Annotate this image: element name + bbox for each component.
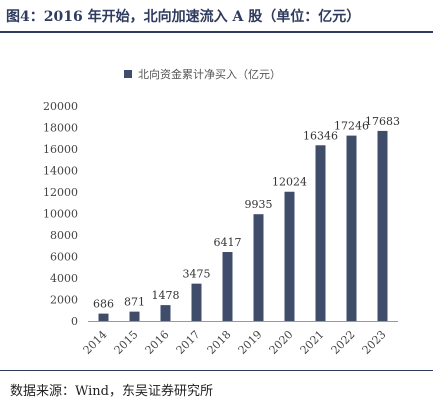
bar bbox=[129, 311, 140, 321]
x-tick-label: 2016 bbox=[143, 328, 172, 357]
x-tick-label: 2019 bbox=[236, 328, 265, 357]
data-label: 1478 bbox=[152, 289, 180, 302]
bar bbox=[98, 313, 109, 321]
y-tick-label: 20000 bbox=[43, 100, 78, 113]
bar bbox=[253, 214, 264, 321]
legend-swatch bbox=[124, 70, 132, 78]
y-tick-label: 8000 bbox=[50, 229, 78, 242]
y-tick-label: 12000 bbox=[43, 186, 78, 199]
footer-divider bbox=[0, 370, 433, 371]
source-note: 数据来源：Wind，东吴证券研究所 bbox=[10, 384, 213, 399]
x-tick-label: 2020 bbox=[267, 328, 296, 357]
y-tick-label: 16000 bbox=[43, 143, 78, 156]
data-label: 16346 bbox=[303, 129, 338, 142]
x-tick-label: 2014 bbox=[81, 328, 110, 357]
figure-title: 图4：2016 年开始，北向加速流入 A 股（单位：亿元） bbox=[6, 9, 361, 25]
data-label: 9935 bbox=[245, 198, 273, 211]
data-label: 3475 bbox=[183, 268, 211, 281]
y-tick-label: 2000 bbox=[50, 294, 78, 307]
bar bbox=[346, 135, 357, 321]
y-tick-label: 4000 bbox=[50, 272, 78, 285]
x-tick-label: 2017 bbox=[174, 328, 203, 357]
legend-label: 北向资金累计净买入（亿元） bbox=[138, 67, 281, 81]
y-tick-label: 18000 bbox=[43, 122, 78, 135]
bar bbox=[222, 252, 233, 321]
y-tick-label: 14000 bbox=[43, 165, 78, 178]
bar bbox=[191, 283, 202, 321]
data-label: 17246 bbox=[334, 120, 369, 133]
data-label: 871 bbox=[124, 296, 145, 309]
y-tick-label: 6000 bbox=[50, 251, 78, 264]
data-label: 686 bbox=[93, 298, 114, 311]
y-tick-label: 0 bbox=[71, 315, 78, 328]
x-tick-label: 2015 bbox=[112, 328, 141, 357]
data-label: 17683 bbox=[365, 115, 400, 128]
title-divider bbox=[0, 31, 433, 33]
x-tick-label: 2023 bbox=[360, 328, 389, 357]
bar bbox=[315, 145, 326, 321]
x-tick-label: 2021 bbox=[298, 328, 327, 357]
bar bbox=[377, 130, 388, 321]
bar bbox=[160, 305, 171, 321]
bar bbox=[284, 191, 295, 321]
data-label: 6417 bbox=[214, 236, 242, 249]
data-label: 12024 bbox=[272, 176, 307, 189]
x-tick-label: 2022 bbox=[329, 328, 358, 357]
bar-chart: 北向资金累计净买入（亿元） 0 2000 4000 6000 8000 10000 12000… bbox=[43, 67, 400, 357]
x-tick-label: 2018 bbox=[205, 328, 234, 357]
y-tick-label: 10000 bbox=[43, 208, 78, 221]
